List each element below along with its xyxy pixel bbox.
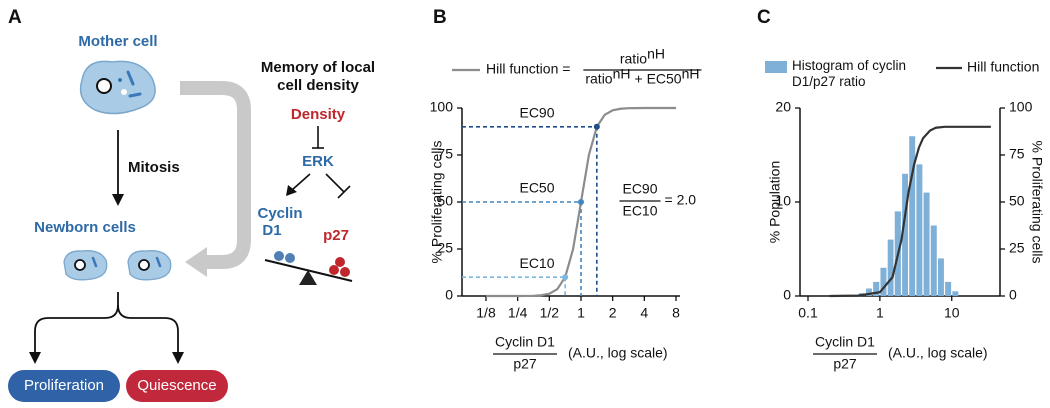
- x-label-numerator: Cyclin D1: [495, 334, 555, 350]
- x-tick-label: 8: [672, 305, 680, 321]
- memory-arrow: [180, 81, 251, 269]
- mitosis-label: Mitosis: [128, 159, 180, 176]
- x-label-note: (A.U., log scale): [888, 345, 988, 361]
- activation: [291, 173, 311, 191]
- y2-axis-label: % Proliferating cells: [1029, 141, 1045, 264]
- histogram-bar: [866, 288, 872, 296]
- arrowhead: [172, 352, 184, 364]
- legend-swatch: [765, 61, 787, 73]
- y2-tick-label: 50: [1009, 193, 1025, 209]
- x-tick-label: 1/8: [476, 305, 496, 321]
- arrowhead: [286, 185, 297, 196]
- histogram-bar: [880, 267, 887, 296]
- formula-text: ratio: [620, 51, 647, 67]
- ratio-numerator: EC90: [622, 181, 657, 197]
- annotation-label: EC10: [519, 255, 554, 271]
- superscript: nH: [647, 46, 665, 62]
- arrowhead: [112, 194, 124, 206]
- y-tick-label: 10: [775, 193, 791, 209]
- quiescence-label: Quiescence: [137, 377, 216, 394]
- x-tick-label: 1/2: [540, 305, 560, 321]
- histogram-bar: [909, 136, 916, 296]
- y-tick-label: 50: [437, 193, 453, 209]
- x-label-numerator: Cyclin D1: [815, 334, 875, 350]
- y-tick-label: 100: [430, 99, 454, 115]
- cyclin-label: Cyclin: [257, 205, 302, 222]
- histogram-bar: [923, 192, 930, 296]
- histogram-bar: [937, 258, 944, 296]
- quiescence-pill: [126, 370, 228, 402]
- superscript: nH: [682, 66, 700, 82]
- proliferation-pill: [8, 370, 120, 402]
- cyclin-label: D1: [262, 222, 281, 239]
- annotation-label: EC50: [519, 180, 554, 196]
- histogram-bar: [887, 239, 894, 296]
- y2-tick-label: 25: [1009, 240, 1025, 256]
- y-tick-label: 0: [783, 287, 791, 303]
- branch: [117, 304, 179, 352]
- formula-text: + EC50: [635, 71, 682, 87]
- memory-title: Memory of local: [261, 59, 375, 76]
- legend-label: Hill function =: [486, 61, 570, 77]
- balance: [264, 251, 353, 285]
- y-axis-label: % Proliferating cells: [429, 141, 445, 264]
- x-tick-label: 10: [944, 305, 960, 321]
- x-tick-label: 1/4: [508, 305, 528, 321]
- histogram-bar: [952, 291, 959, 296]
- y2-tick-label: 100: [1009, 99, 1033, 115]
- inhibition: [337, 185, 351, 199]
- memory-title: cell density: [277, 77, 359, 94]
- annotation-label: EC90: [519, 105, 554, 121]
- x-tick-label: 2: [609, 305, 617, 321]
- proliferation-label: Proliferation: [24, 377, 104, 394]
- histogram-bar: [902, 173, 908, 296]
- point: [562, 274, 569, 281]
- x-label-denominator: p27: [833, 356, 857, 372]
- ratio-denominator: EC10: [622, 203, 657, 219]
- y-tick-label: 0: [445, 287, 453, 303]
- inhibition: [325, 173, 345, 193]
- mother-cell-label: Mother cell: [78, 33, 157, 50]
- histogram-bar: [930, 225, 937, 296]
- y2-tick-label: 75: [1009, 146, 1025, 162]
- newborn-cells-label: Newborn cells: [34, 219, 136, 236]
- density-label: Density: [291, 106, 346, 123]
- x-tick-label: 4: [640, 305, 648, 321]
- x-tick-label: 0.1: [798, 305, 818, 321]
- x-tick-label: 1: [876, 305, 884, 321]
- branch: [34, 292, 119, 352]
- panel-label: A: [8, 7, 22, 28]
- ratio-text: = 2.0: [665, 192, 697, 208]
- x-label-note: (A.U., log scale): [568, 345, 668, 361]
- point: [593, 123, 600, 130]
- arrowhead: [29, 352, 41, 364]
- legend-entry: Histogram of cyclin D1/p27 ratio: [792, 58, 907, 89]
- line: [829, 125, 991, 298]
- y-tick-label: 20: [775, 99, 791, 115]
- erk-label: ERK: [302, 153, 334, 170]
- panel-label: B: [433, 7, 447, 28]
- x-tick-label: 1: [577, 305, 585, 321]
- y-axis-label: % Population: [767, 161, 783, 244]
- formula-text: ratio: [585, 71, 612, 87]
- legend-label: Hill function: [967, 59, 1039, 75]
- y-tick-label: 75: [437, 146, 453, 162]
- p27-label: p27: [323, 227, 349, 244]
- y-tick-label: 25: [437, 240, 453, 256]
- superscript: nH: [613, 66, 631, 82]
- x-label-denominator: p27: [513, 356, 537, 372]
- mother-cell: [79, 60, 156, 115]
- histogram-bar: [873, 281, 880, 296]
- histogram-bar: [945, 281, 952, 296]
- newborn-cells: [63, 250, 172, 281]
- point: [578, 199, 584, 205]
- histogram-bar: [916, 164, 923, 296]
- y2-tick-label: 0: [1009, 287, 1017, 303]
- arrowhead: [185, 247, 207, 277]
- panel-label: C: [757, 7, 771, 28]
- legend-label: Histogram of cyclin D1/p27 ratio: [792, 58, 907, 89]
- diagram: A Mother cell Mitosis Newborn cells Memo…: [8, 7, 375, 402]
